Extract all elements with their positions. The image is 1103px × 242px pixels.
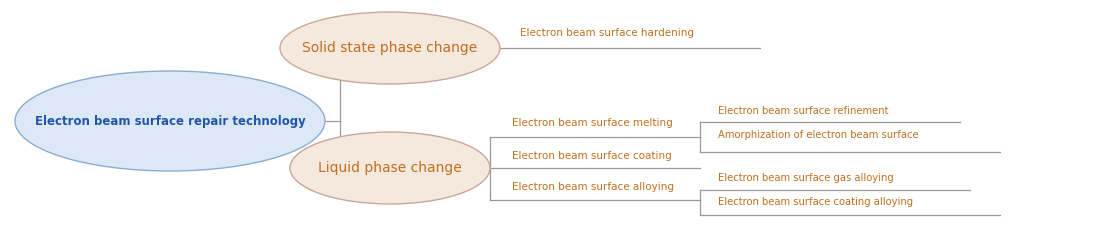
Ellipse shape xyxy=(280,12,500,84)
Text: Electron beam surface melting: Electron beam surface melting xyxy=(512,118,673,128)
Ellipse shape xyxy=(15,71,325,171)
Text: Electron beam surface repair technology: Electron beam surface repair technology xyxy=(34,114,306,128)
Text: Electron beam surface hardening: Electron beam surface hardening xyxy=(520,28,694,38)
Text: Electron beam surface gas alloying: Electron beam surface gas alloying xyxy=(718,173,893,183)
Text: Solid state phase change: Solid state phase change xyxy=(302,41,478,55)
Text: Electron beam surface coating alloying: Electron beam surface coating alloying xyxy=(718,197,913,207)
Text: Amorphization of electron beam surface: Amorphization of electron beam surface xyxy=(718,130,919,140)
Text: Electron beam surface coating: Electron beam surface coating xyxy=(512,151,672,161)
Text: Electron beam surface alloying: Electron beam surface alloying xyxy=(512,182,674,192)
Text: Liquid phase change: Liquid phase change xyxy=(318,161,462,175)
Ellipse shape xyxy=(290,132,490,204)
Text: Electron beam surface refinement: Electron beam surface refinement xyxy=(718,106,889,116)
